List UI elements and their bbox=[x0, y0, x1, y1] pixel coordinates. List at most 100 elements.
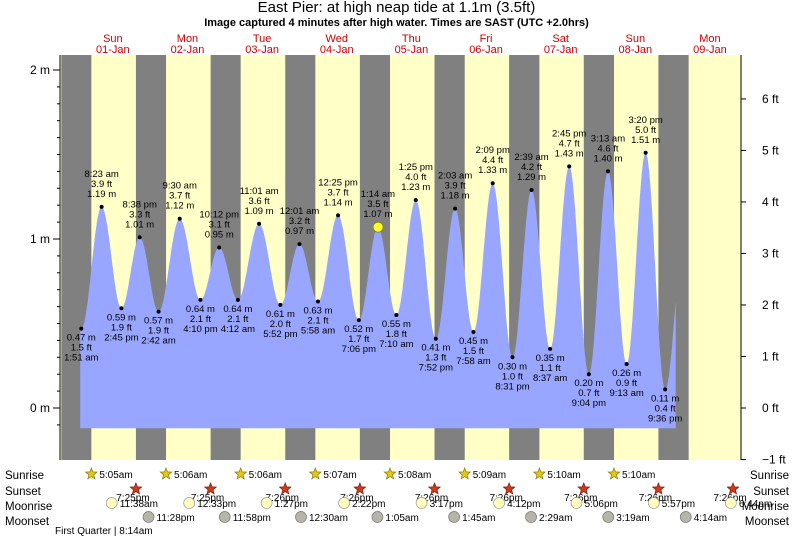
moonset-time: 4:14am bbox=[694, 513, 727, 524]
date-label: 01-Jan bbox=[96, 44, 130, 56]
tide-label: 0.64 m bbox=[223, 304, 252, 315]
sunset-time: 7:25pm bbox=[116, 493, 149, 504]
sunset-row-label-left: Sunset bbox=[5, 486, 42, 498]
date-label: 04-Jan bbox=[320, 44, 354, 56]
day-label: Thu bbox=[402, 33, 421, 45]
tide-label: 4:10 pm bbox=[183, 324, 217, 335]
moonset-icon bbox=[142, 511, 155, 523]
sunrise-icon bbox=[84, 467, 99, 480]
tide-labels-layer: 0.47 m1.5 ft1:51 am8:23 am3.9 ft1.19 m0.… bbox=[64, 115, 682, 425]
tide-marker bbox=[510, 355, 515, 360]
sunset-icon bbox=[726, 482, 740, 495]
tide-label: 1.5 ft bbox=[463, 346, 484, 357]
moonset-time: 1:05am bbox=[385, 513, 418, 524]
tide-label: 0.47 m bbox=[67, 333, 96, 344]
sunrise-icon bbox=[383, 467, 397, 480]
tide-marker bbox=[394, 313, 399, 318]
tide-marker bbox=[297, 242, 302, 247]
tide-label: 0.45 m bbox=[459, 336, 488, 347]
date-label: 05-Jan bbox=[395, 44, 429, 56]
tide-marker bbox=[99, 204, 104, 209]
moonrise-time: 5:06pm bbox=[585, 499, 618, 510]
tide-label: 0.41 m bbox=[421, 343, 450, 354]
tide-label: 9:30 am bbox=[163, 181, 197, 192]
date-label: 09-Jan bbox=[693, 44, 727, 56]
tide-marker bbox=[471, 329, 476, 334]
sunrise-time: 5:06am bbox=[174, 470, 207, 481]
day-label: Mon bbox=[699, 33, 720, 45]
moonset-time: 12:30am bbox=[309, 513, 348, 524]
moonset-time: 11:28pm bbox=[157, 513, 195, 524]
day-label: Tue bbox=[253, 33, 272, 45]
tide-label: 1.01 m bbox=[125, 219, 154, 230]
moon-phase-label: First Quarter | 8:14am bbox=[55, 526, 153, 537]
moonset-icon bbox=[602, 511, 615, 523]
tide-label: 1.51 m bbox=[631, 135, 660, 146]
tide-label: 3:13 am bbox=[591, 133, 625, 144]
moonrise-icon bbox=[105, 497, 118, 509]
tide-marker bbox=[567, 164, 572, 169]
day-label: Wed bbox=[326, 33, 348, 45]
moonset-time: 1:45am bbox=[462, 513, 495, 524]
sunset-icon bbox=[203, 482, 218, 495]
tide-label: 2:09 pm bbox=[476, 145, 510, 156]
moonrise-time: 1:27pm bbox=[275, 499, 308, 510]
sunset-icon bbox=[502, 482, 516, 495]
tide-label: 1:51 am bbox=[64, 353, 98, 364]
tide-label: 4.2 ft bbox=[521, 162, 542, 173]
tide-label: 2.1 ft bbox=[190, 314, 211, 325]
sunrise-icon bbox=[458, 467, 472, 480]
tide-label: 4.6 ft bbox=[597, 143, 618, 154]
tide-marker bbox=[257, 221, 262, 226]
sunset-time: 7:26pm bbox=[564, 493, 597, 504]
ft-tick-label: 5 ft bbox=[762, 143, 779, 157]
tide-label: 0.95 m bbox=[205, 229, 234, 240]
moonrise-icon bbox=[183, 497, 196, 509]
sunset-time: 7:26pm bbox=[415, 493, 448, 504]
tide-area bbox=[80, 152, 676, 429]
tide-label: 0.7 ft bbox=[578, 388, 599, 399]
moonrise-icon bbox=[493, 497, 505, 509]
tide-label: 1.23 m bbox=[401, 182, 430, 193]
tide-label: 2.1 ft bbox=[307, 316, 328, 327]
tide-label: 3.9 ft bbox=[445, 181, 466, 192]
tide-label: 2:45 pm bbox=[552, 128, 586, 139]
tide-marker bbox=[529, 187, 534, 192]
tide-label: 7:06 pm bbox=[342, 344, 376, 355]
moonset-time: 3:19am bbox=[616, 513, 649, 524]
tide-label: 3:20 pm bbox=[628, 115, 662, 126]
sunset-icon bbox=[651, 482, 666, 495]
day-label: Mon bbox=[177, 33, 198, 45]
chart-subtitle: Image captured 4 minutes after high wate… bbox=[204, 17, 589, 29]
sunrise-time: 5:08am bbox=[398, 470, 431, 481]
tide-label: 0.9 ft bbox=[616, 378, 637, 389]
moonset-time: 2:29am bbox=[539, 513, 572, 524]
sunrise-time: 5:06am bbox=[249, 470, 282, 481]
tide-label: 0.20 m bbox=[574, 378, 603, 389]
tide-label: 1.9 ft bbox=[111, 322, 132, 333]
tide-label: 8:38 pm bbox=[123, 199, 157, 210]
tide-label: 3.3 ft bbox=[129, 209, 150, 220]
moonrise-icon bbox=[570, 497, 583, 509]
moonrise-time: 12:33pm bbox=[197, 499, 236, 510]
tide-label: 8:37 am bbox=[533, 373, 567, 384]
tide-label: 1.14 m bbox=[324, 197, 353, 208]
chart-title: East Pier: at high neap tide at 1.1m (3.… bbox=[257, 0, 536, 16]
tide-label: 1.1 ft bbox=[540, 363, 561, 374]
tide-label: 7:58 am bbox=[456, 356, 490, 367]
sunrise-time: 5:10am bbox=[547, 470, 580, 481]
moonrise-row-label-left: Moonrise bbox=[5, 501, 52, 513]
sun-moon-rows: Sunrise Sunrise Sunset Sunset Moonrise Moonri… bbox=[5, 467, 790, 537]
tide-marker bbox=[548, 346, 553, 351]
sunrise-time: 5:07am bbox=[323, 470, 356, 481]
tide-label: 2:42 am bbox=[141, 336, 175, 347]
tide-label: 0.64 m bbox=[186, 304, 215, 315]
sunrise-time: 5:09am bbox=[473, 470, 506, 481]
sunset-row-label-right: Sunset bbox=[753, 486, 790, 498]
sunrise-icon bbox=[234, 467, 248, 480]
moonset-icon bbox=[525, 511, 537, 523]
current-level-marker bbox=[372, 221, 384, 233]
tide-marker bbox=[643, 150, 648, 155]
tide-label: 1.19 m bbox=[87, 189, 116, 200]
tide-marker bbox=[235, 297, 240, 302]
